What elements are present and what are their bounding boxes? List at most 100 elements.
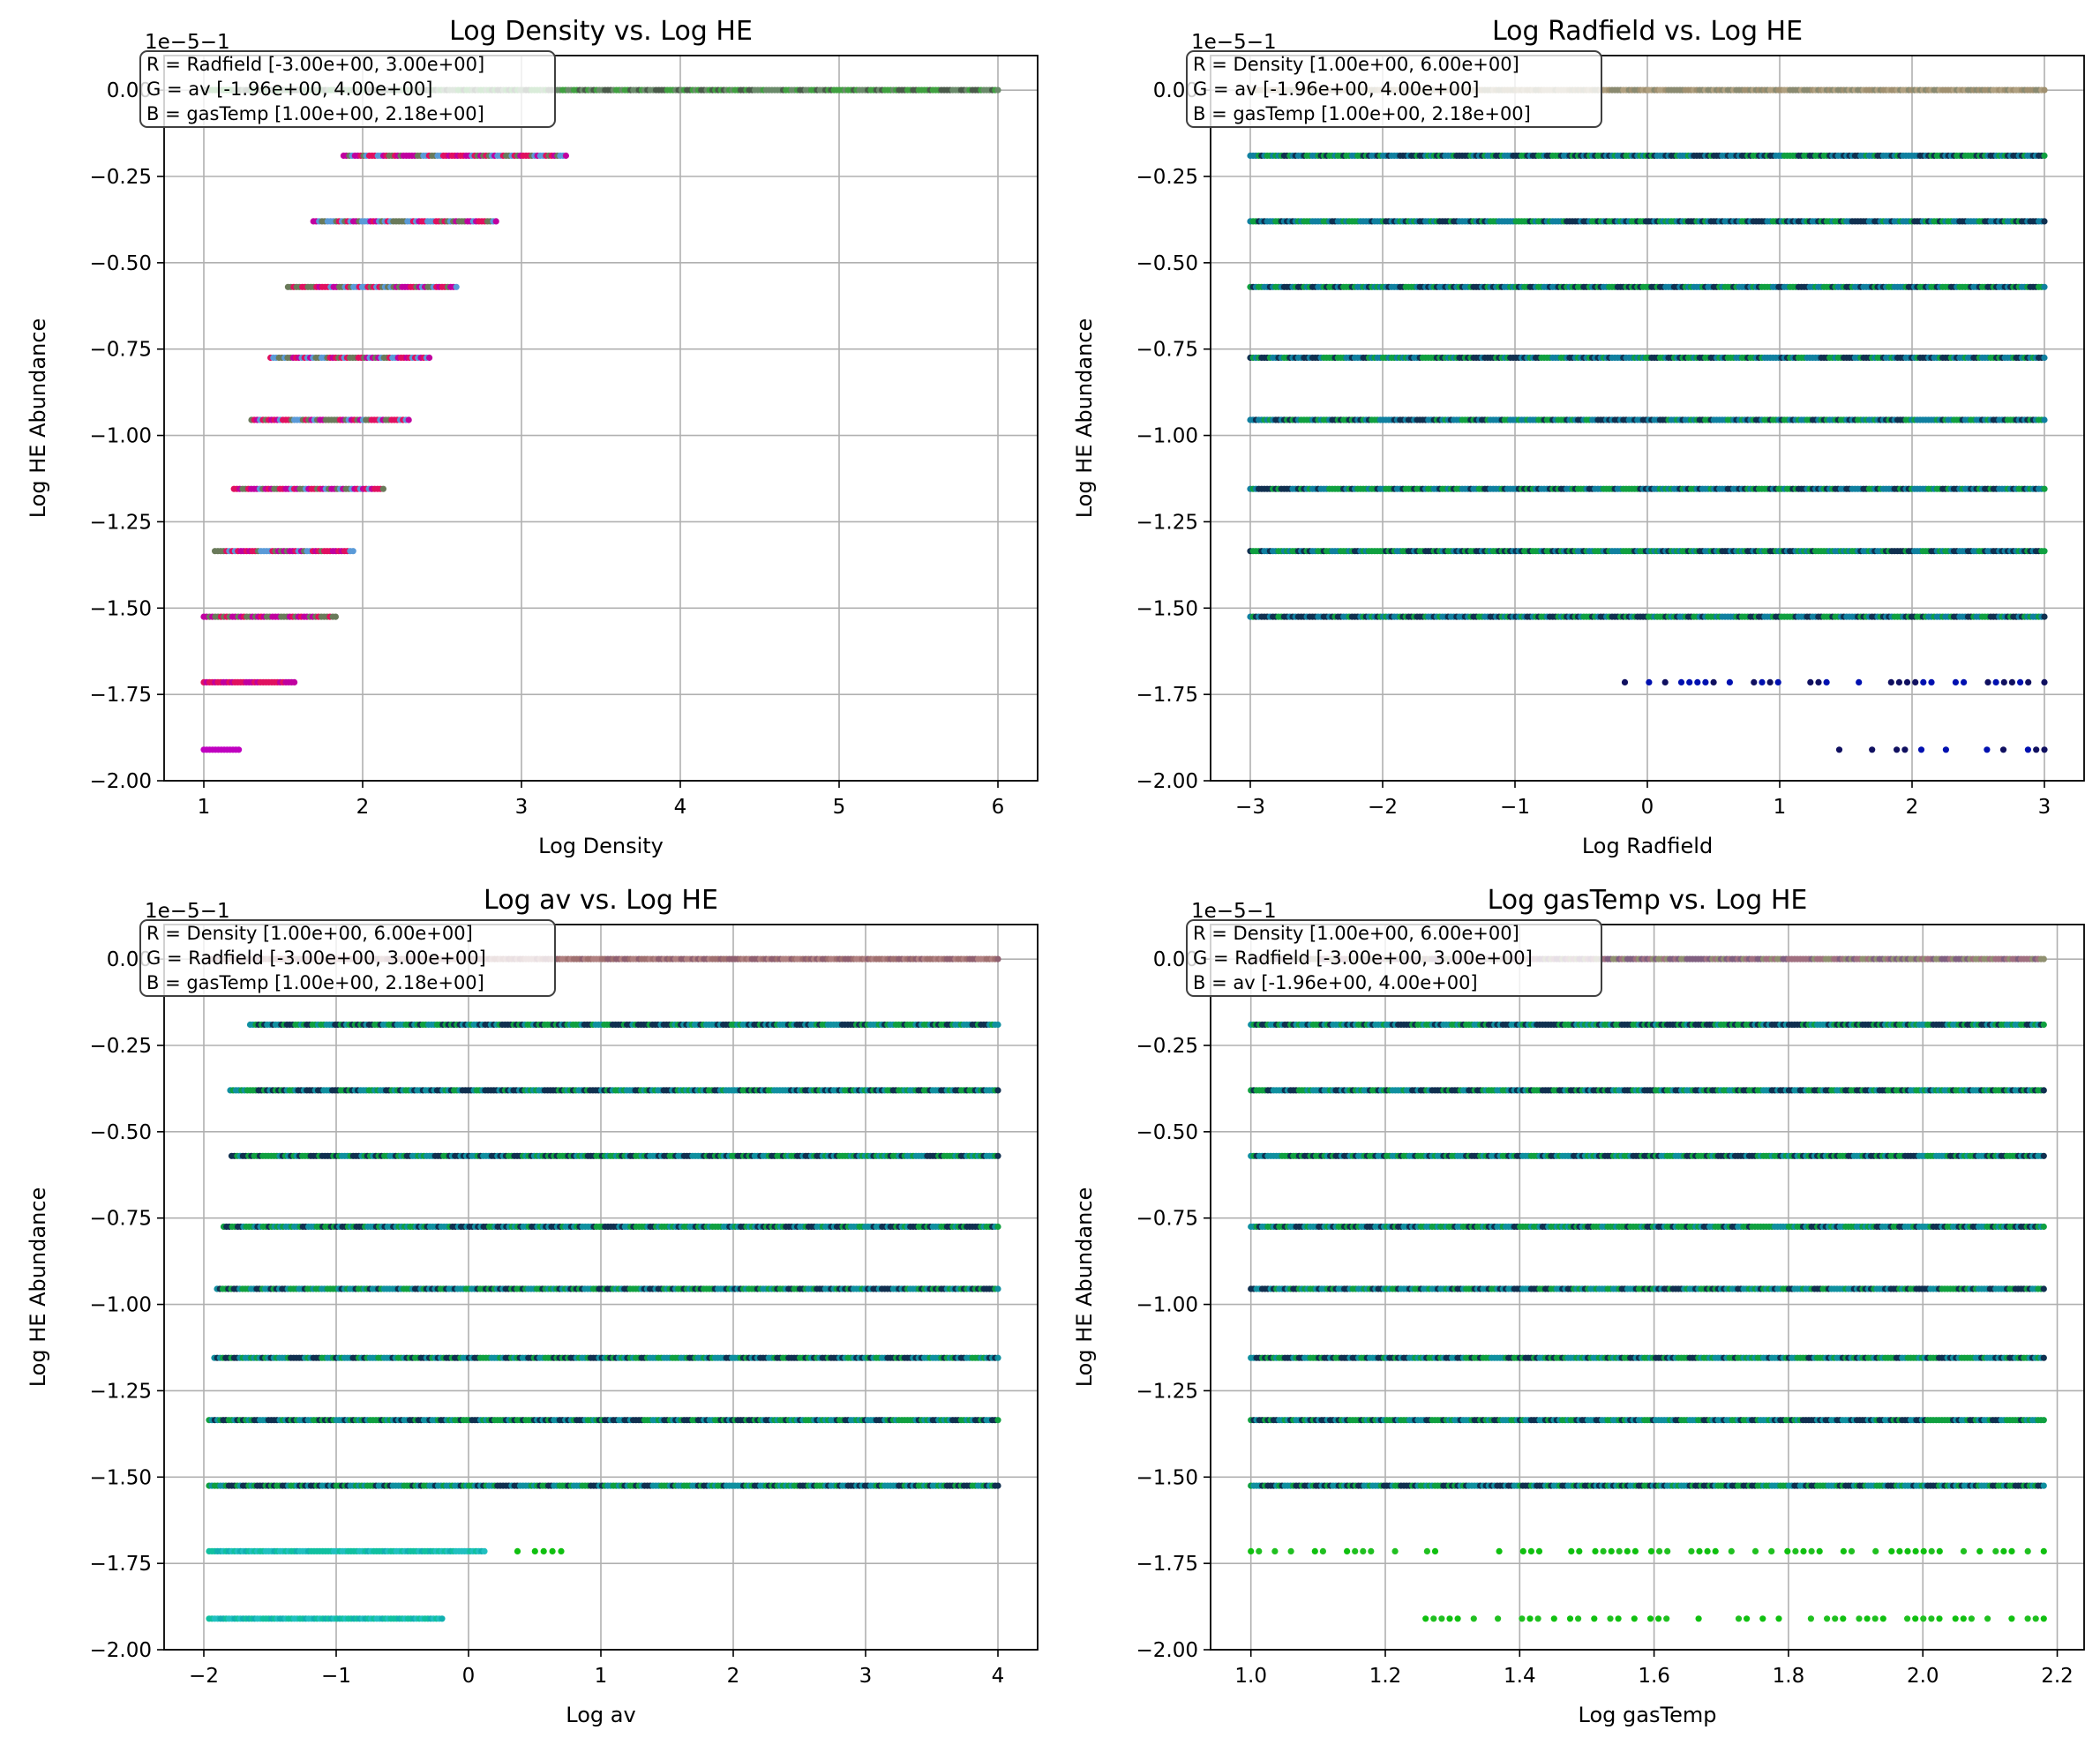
x-tick-label: 3: [2038, 796, 2051, 819]
y-tick-label: −1.00: [90, 425, 152, 448]
data-point: [1917, 746, 1925, 753]
data-point: [994, 86, 1001, 94]
data-point: [994, 1152, 1001, 1159]
data-point: [1661, 678, 1669, 686]
data-point: [2024, 746, 2031, 753]
data-point: [2008, 678, 2015, 686]
y-tick-label: −1.50: [90, 597, 152, 620]
scatter-points: [200, 86, 1001, 753]
data-point: [994, 955, 1001, 962]
data-point: [453, 283, 460, 290]
data-point: [2041, 746, 2048, 753]
data-point: [1952, 678, 1959, 686]
y-tick-label: −1.75: [1136, 684, 1198, 707]
legend-entry: B = gasTemp [1.00e+00, 2.18e+00]: [1193, 103, 1531, 124]
y-axis-label: Log HE Abundance: [26, 318, 50, 519]
data-point: [1807, 678, 1814, 686]
data-point: [1621, 678, 1629, 686]
x-tick-label: 5: [833, 796, 846, 819]
y-offset-label: 1e−5−1: [1191, 31, 1277, 54]
data-point: [994, 1223, 1001, 1231]
data-point: [2041, 354, 2048, 362]
data-point: [1984, 746, 1991, 753]
subplot-2: −3 −2 −1 0 1 2 30.00−0.25−0.50−0.75−1.00−1.25−…: [1072, 16, 2085, 858]
chart-title: Log Radfield vs. Log HE: [1492, 16, 1803, 47]
y-tick-label: −0.25: [90, 166, 152, 189]
data-point: [2033, 746, 2040, 753]
data-point: [2041, 152, 2048, 160]
data-point: [2017, 678, 2024, 686]
y-offset-label: 1e−5−1: [145, 31, 230, 54]
legend: R = Radfield [-3.00e+00, 3.00e+00] G = av…: [139, 50, 556, 128]
data-point: [1774, 678, 1781, 686]
data-point: [1694, 678, 1701, 686]
data-point: [426, 354, 433, 362]
data-point: [1751, 678, 1758, 686]
data-point: [1999, 746, 2007, 753]
data-point: [1992, 678, 1999, 686]
subplot-1: 1 2 3 4 5 60.00−0.25−0.50−0.75−1.00−1.25−1.50…: [26, 16, 1039, 858]
y-tick-label: −1.00: [1136, 425, 1198, 448]
data-point: [1895, 678, 1902, 686]
data-point: [405, 416, 412, 423]
data-point: [1702, 678, 1709, 686]
data-point: [2025, 678, 2032, 686]
y-tick-label: −0.75: [1136, 339, 1198, 362]
data-point: [349, 548, 356, 555]
data-point: [1942, 746, 1949, 753]
data-point: [2000, 678, 2007, 686]
x-tick-label: 3: [515, 796, 529, 819]
data-point: [1887, 678, 1894, 686]
chart-title: Log Density vs. Log HE: [449, 16, 753, 47]
data-point: [2041, 613, 2048, 620]
y-tick-label: −0.25: [1136, 166, 1198, 189]
legend-entry: B = gasTemp [1.00e+00, 2.18e+00]: [146, 103, 484, 124]
data-point: [2041, 548, 2048, 555]
legend-box: [1186, 50, 1602, 128]
data-point: [1710, 678, 1717, 686]
legend-entry: G = av [-1.96e+00, 4.00e+00]: [146, 79, 433, 100]
data-point: [2041, 86, 2048, 94]
data-point: [1961, 678, 1968, 686]
y-tick-label: −0.50: [90, 252, 152, 275]
x-tick-label: 2: [356, 796, 370, 819]
legend-entry: R = Density [1.00e+00, 6.00e+00]: [1193, 54, 1519, 75]
data-point: [1823, 678, 1830, 686]
data-point: [1928, 678, 1935, 686]
data-point: [2041, 485, 2048, 492]
data-point: [1759, 678, 1766, 686]
y-tick-label: −2.00: [1136, 770, 1198, 793]
x-axis-label: Log Density: [538, 834, 664, 858]
data-point: [994, 1087, 1001, 1094]
data-point: [562, 152, 570, 160]
data-point: [236, 746, 243, 753]
subplot-3: −2 −1 0 1 2 3 40.00−0.25−0.50−0.75−1.00−1.25−1…: [26, 885, 1039, 1727]
x-tick-label: −2: [1368, 796, 1398, 819]
data-point: [291, 678, 298, 686]
legend-entry: R = Radfield [-3.00e+00, 3.00e+00]: [146, 54, 484, 75]
legend-box: [139, 50, 556, 128]
data-point: [1903, 678, 1911, 686]
data-point: [1920, 678, 1927, 686]
data-point: [1766, 678, 1774, 686]
x-tick-label: −3: [1235, 796, 1265, 819]
data-point: [379, 485, 386, 492]
x-tick-label: 4: [674, 796, 687, 819]
y-tick-label: −1.50: [1136, 597, 1198, 620]
x-tick-label: −1: [1500, 796, 1530, 819]
data-point: [332, 613, 339, 620]
data-point: [2041, 416, 2048, 423]
data-point: [1815, 678, 1822, 686]
data-point: [2041, 218, 2048, 225]
data-point: [1677, 678, 1685, 686]
legend-entry: G = av [-1.96e+00, 4.00e+00]: [1193, 79, 1480, 100]
data-point: [1869, 746, 1876, 753]
data-point: [2041, 678, 2048, 686]
y-tick-label: −1.25: [90, 511, 152, 534]
data-point: [1856, 678, 1863, 686]
y-axis-label: Log HE Abundance: [1072, 318, 1097, 519]
data-point: [2041, 283, 2048, 290]
x-tick-label: 2: [1906, 796, 1919, 819]
y-tick-label: −0.75: [90, 339, 152, 362]
